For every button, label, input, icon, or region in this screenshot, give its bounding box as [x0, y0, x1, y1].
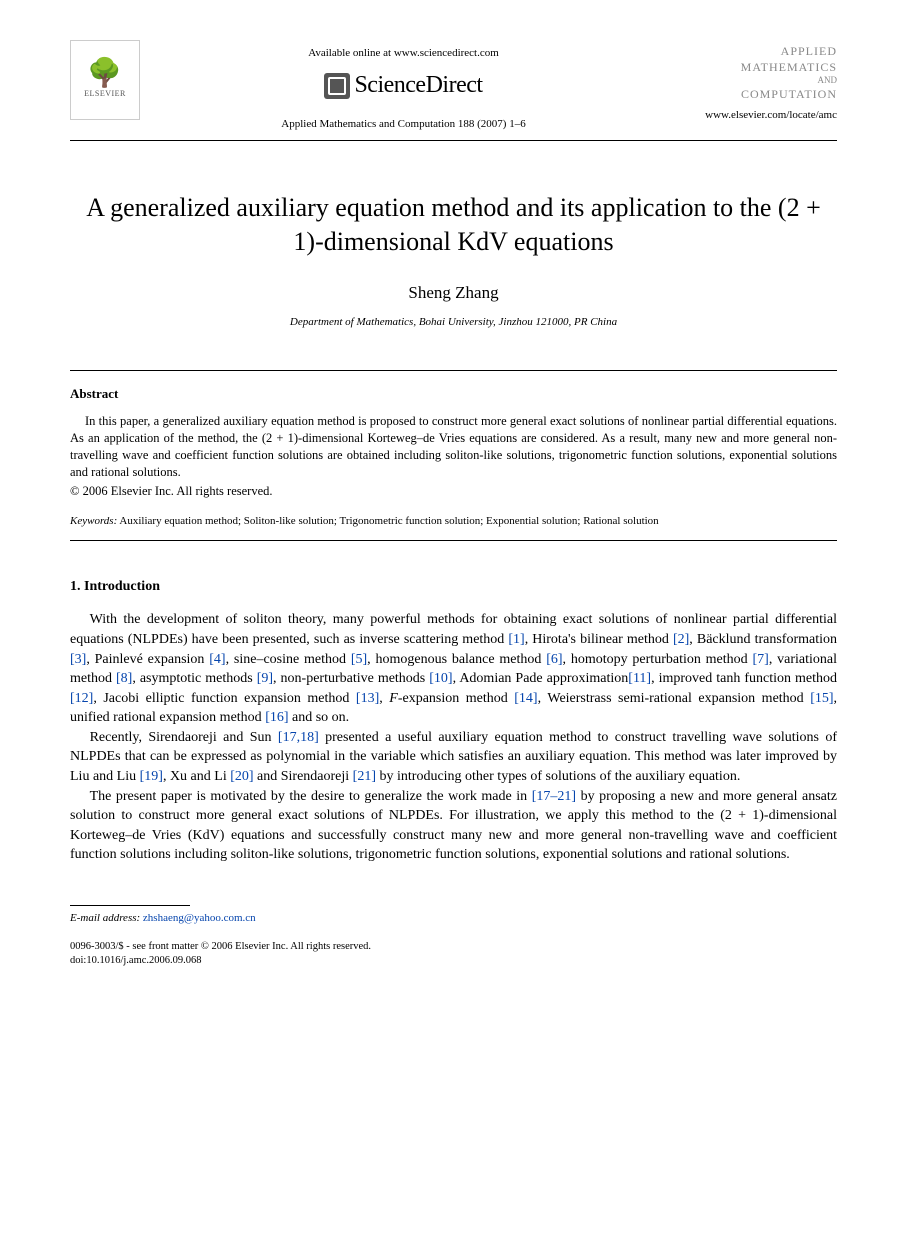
intro-text: , Jacobi elliptic function expansion met… [93, 691, 356, 706]
abstract-copyright: © 2006 Elsevier Inc. All rights reserved… [70, 483, 837, 501]
keywords-label: Keywords: [70, 515, 117, 527]
citation-link[interactable]: [20] [230, 769, 253, 784]
journal-logo-block: APPLIED MATHEMATICS AND COMPUTATION www.… [667, 40, 837, 124]
tree-icon: 🌳 [87, 60, 122, 88]
intro-text: , Xu and Li [163, 769, 230, 784]
keywords-line: Keywords: Auxiliary equation method; Sol… [70, 514, 837, 529]
citation-link[interactable]: [3] [70, 652, 86, 667]
intro-text: -expansion method [398, 691, 514, 706]
intro-text: , Bäcklund transformation [689, 632, 837, 647]
citation-link[interactable]: [13] [356, 691, 379, 706]
email-link[interactable]: zhshaeng@yahoo.com.cn [143, 912, 256, 924]
citation-link[interactable]: [1] [508, 632, 524, 647]
footer-block: 0096-3003/$ - see front matter © 2006 El… [70, 940, 837, 967]
header-rule [70, 140, 837, 141]
journal-logo-line1: APPLIED [667, 44, 837, 60]
citation-link[interactable]: [11] [628, 671, 651, 686]
intro-text: , improved tanh function method [651, 671, 837, 686]
citation-link[interactable]: [15] [810, 691, 833, 706]
available-online-text: Available online at www.sciencedirect.co… [140, 46, 667, 61]
author-name: Sheng Zhang [70, 281, 837, 305]
journal-logo-line2: MATHEMATICS [667, 60, 837, 76]
citation-link[interactable]: [14] [514, 691, 537, 706]
intro-text: , homotopy perturbation method [563, 652, 753, 667]
citation-link[interactable]: [7] [752, 652, 768, 667]
sciencedirect-icon [324, 73, 350, 99]
intro-text: and Sirendaoreji [254, 769, 353, 784]
center-header: Available online at www.sciencedirect.co… [140, 40, 667, 132]
citation-link[interactable]: [10] [429, 671, 452, 686]
author-affiliation: Department of Mathematics, Bohai Univers… [70, 315, 837, 330]
journal-url[interactable]: www.elsevier.com/locate/amc [667, 108, 837, 123]
sciencedirect-text: ScienceDirect [354, 69, 482, 103]
intro-paragraph-3: The present paper is motivated by the de… [70, 787, 837, 865]
footer-doi: doi:10.1016/j.amc.2006.09.068 [70, 954, 837, 968]
intro-text: , Hirota's bilinear method [525, 632, 673, 647]
intro-text: , Weierstrass semi-rational expansion me… [538, 691, 811, 706]
abstract-top-rule [70, 370, 837, 371]
citation-link[interactable]: [12] [70, 691, 93, 706]
article-title: A generalized auxiliary equation method … [70, 191, 837, 259]
intro-text: , Painlevé expansion [86, 652, 209, 667]
intro-text-italic: F [389, 691, 398, 706]
sciencedirect-brand: ScienceDirect [140, 69, 667, 103]
header-row: 🌳 ELSEVIER Available online at www.scien… [70, 40, 837, 132]
citation-link[interactable]: [17,18] [278, 730, 319, 745]
journal-logo: APPLIED MATHEMATICS AND COMPUTATION [667, 40, 837, 102]
intro-text: , homogenous balance method [367, 652, 546, 667]
elsevier-logo: 🌳 ELSEVIER [70, 40, 140, 120]
citation-link[interactable]: [6] [546, 652, 562, 667]
footer-copyright: 0096-3003/$ - see front matter © 2006 El… [70, 940, 837, 954]
intro-paragraph-1: With the development of soliton theory, … [70, 610, 837, 728]
intro-text: and so on. [289, 710, 350, 725]
intro-text: , Adomian Pade approximation [453, 671, 629, 686]
footnote-rule [70, 905, 190, 906]
abstract-heading: Abstract [70, 385, 837, 403]
introduction-heading: 1. Introduction [70, 577, 837, 597]
journal-logo-and: AND [667, 75, 837, 87]
email-label: E-mail address: [70, 912, 140, 924]
abstract-text: In this paper, a generalized auxiliary e… [70, 413, 837, 481]
intro-text: , asymptotic methods [132, 671, 256, 686]
publisher-name: ELSEVIER [84, 88, 126, 99]
intro-text: by introducing other types of solutions … [376, 769, 740, 784]
footnote-email: E-mail address: zhshaeng@yahoo.com.cn [70, 911, 837, 926]
journal-logo-line3: COMPUTATION [667, 87, 837, 103]
citation-link[interactable]: [4] [209, 652, 225, 667]
citation-link[interactable]: [19] [140, 769, 163, 784]
intro-paragraph-2: Recently, Sirendaoreji and Sun [17,18] p… [70, 728, 837, 787]
citation-link[interactable]: [2] [673, 632, 689, 647]
abstract-bottom-rule [70, 540, 837, 541]
keywords-text: Auxiliary equation method; Soliton-like … [117, 515, 658, 527]
citation-link[interactable]: [16] [265, 710, 288, 725]
intro-text: , sine–cosine method [226, 652, 351, 667]
intro-text: Recently, Sirendaoreji and Sun [90, 730, 278, 745]
intro-text: , non-perturbative methods [273, 671, 429, 686]
citation-link[interactable]: [8] [116, 671, 132, 686]
intro-text: The present paper is motivated by the de… [90, 789, 532, 804]
citation-link[interactable]: [17–21] [532, 789, 576, 804]
citation-link[interactable]: [5] [351, 652, 367, 667]
journal-reference: Applied Mathematics and Computation 188 … [140, 117, 667, 132]
citation-link[interactable]: [21] [353, 769, 376, 784]
intro-text: , [379, 691, 389, 706]
citation-link[interactable]: [9] [257, 671, 273, 686]
